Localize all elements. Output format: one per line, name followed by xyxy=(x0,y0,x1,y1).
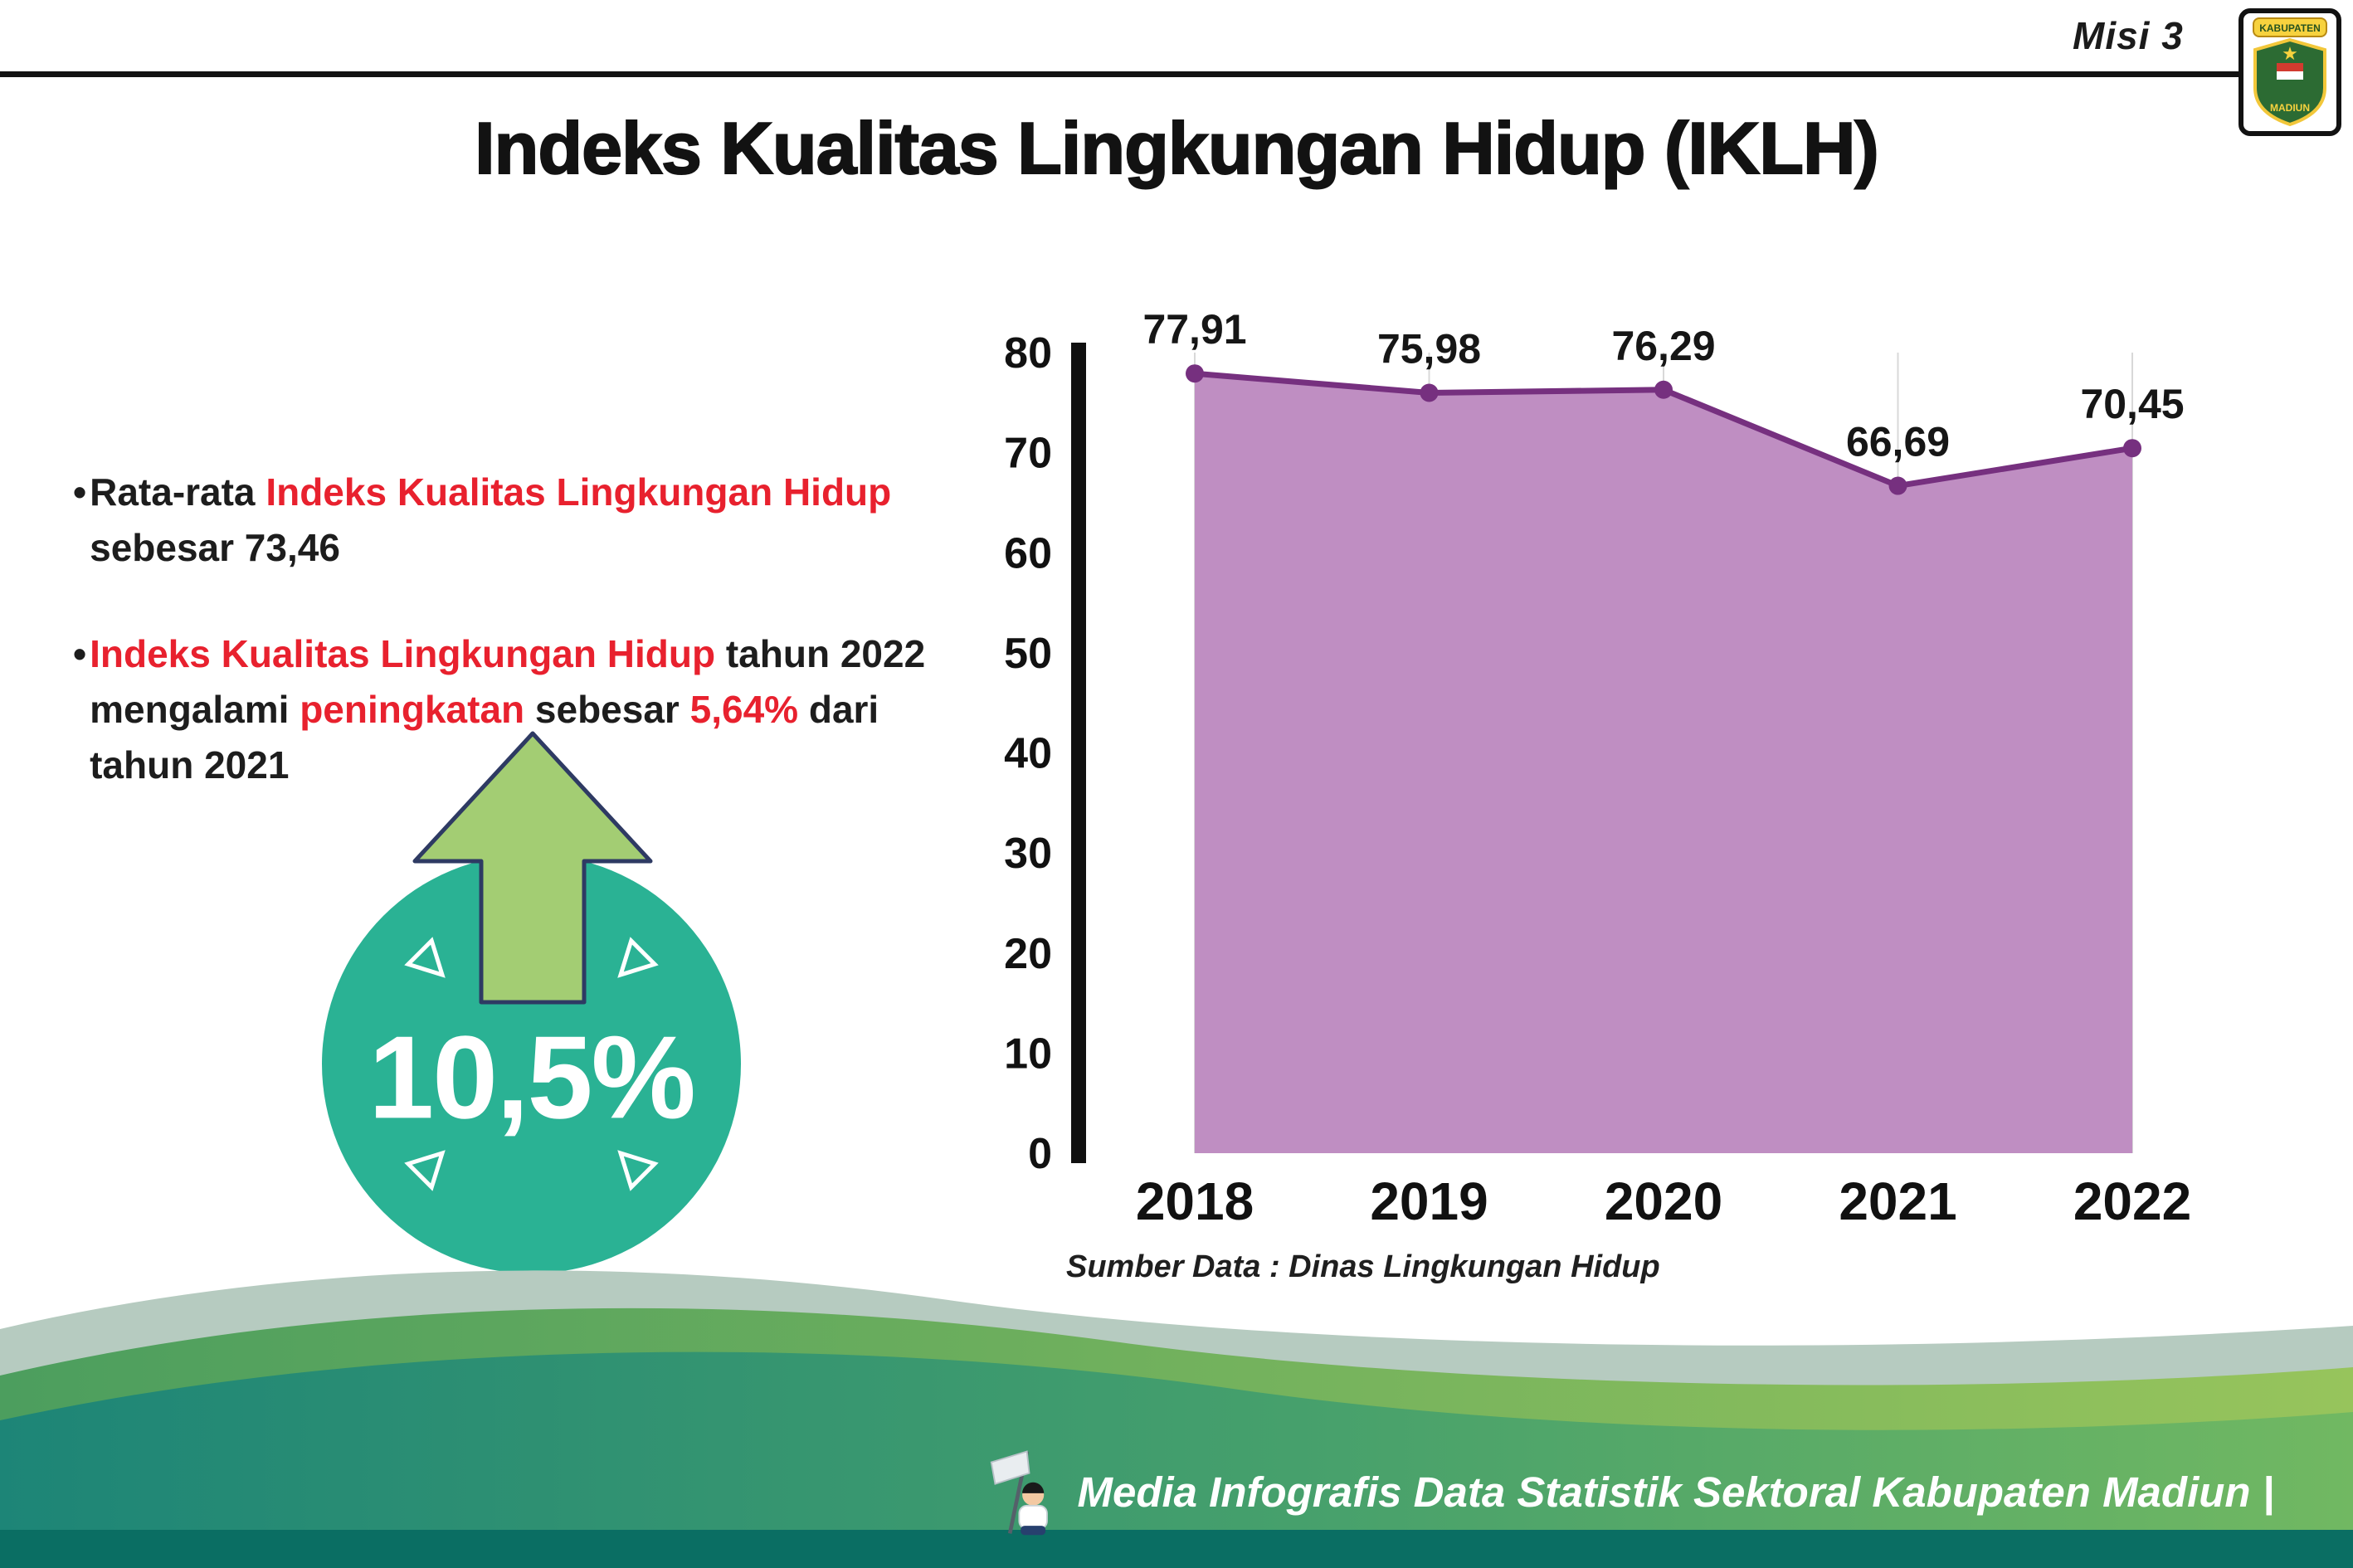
y-axis xyxy=(1071,343,1086,1163)
bullet-marker: • xyxy=(73,632,87,676)
tick-triangle-icon xyxy=(404,1150,446,1191)
data-label: 76,29 xyxy=(1611,323,1715,369)
text-segment: 5,64% xyxy=(689,688,799,732)
data-point xyxy=(1888,476,1907,495)
x-axis-label: 2019 xyxy=(1370,1171,1488,1231)
bullet-text: Rata-rata Indeks Kualitas Lingkungan Hid… xyxy=(90,465,977,575)
crest-shield xyxy=(2253,37,2326,127)
area-fill xyxy=(1195,373,2132,1153)
tick-triangle-icon xyxy=(617,1150,659,1191)
misi-label: Misi 3 xyxy=(2073,14,2184,57)
x-axis-label: 2020 xyxy=(1605,1171,1722,1231)
data-point xyxy=(1654,380,1673,399)
summary-bullets: • Rata-rata Indeks Kualitas Lingkungan H… xyxy=(73,465,977,844)
bullet-increase-2022: • Indeks Kualitas Lingkungan Hidup tahun… xyxy=(73,626,977,792)
text-segment: Indeks Kualitas Lingkungan Hidup xyxy=(266,470,892,514)
up-arrow-icon xyxy=(412,731,653,1005)
mascot-flag xyxy=(991,1450,1030,1485)
text-segment: tahun 2022 mengalami xyxy=(90,632,926,732)
mascot-icon xyxy=(991,1450,1049,1536)
data-point xyxy=(2123,439,2141,458)
text-segment: peningkatan xyxy=(300,688,525,732)
tick-triangle-icon xyxy=(404,937,446,978)
bullet-marker: • xyxy=(73,470,87,514)
y-tick-label: 80 xyxy=(1004,329,1052,377)
y-tick-label: 30 xyxy=(1004,830,1052,878)
crest-flag-white xyxy=(2277,71,2303,80)
y-tick-label: 10 xyxy=(1004,1030,1052,1078)
crest-star-icon: ★ xyxy=(2282,43,2298,64)
text-segment: Indeks Kualitas Lingkungan Hidup xyxy=(90,632,716,676)
bullet-average-iklh: • Rata-rata Indeks Kualitas Lingkungan H… xyxy=(73,465,977,575)
crest-top-text: KABUPATEN xyxy=(2259,22,2321,34)
x-axis-label: 2022 xyxy=(2073,1171,2191,1231)
text-segment: dari tahun 2021 xyxy=(90,688,879,786)
page-title: Indeks Kualitas Lingkungan Hidup (IKLH) xyxy=(474,106,1880,190)
text-segment: Rata-rata xyxy=(90,470,266,514)
crest-flag-red xyxy=(2277,63,2303,71)
header-rule xyxy=(0,71,2239,77)
tick-triangle-icon xyxy=(617,937,659,978)
y-tick-label: 40 xyxy=(1004,730,1052,778)
data-label: 77,91 xyxy=(1142,306,1246,353)
kabupaten-madiun-logo: KABUPATEN ★ MADIUN xyxy=(2239,8,2341,136)
up-arrow-shape xyxy=(412,731,653,1005)
mascot-body xyxy=(1018,1504,1049,1530)
y-tick-label: 50 xyxy=(1004,630,1052,678)
footer-text: Media Infografis Data Statistik Sektoral… xyxy=(1077,1468,2274,1516)
mascot-hair xyxy=(1022,1482,1045,1493)
badge-tick-marks xyxy=(404,937,659,1191)
wave-teal-main xyxy=(0,1351,2353,1568)
footer-wave-decoration xyxy=(0,1270,2353,1568)
y-tick-label: 20 xyxy=(1004,930,1052,978)
y-tick-label: 70 xyxy=(1004,430,1052,478)
text-segment: sebesar xyxy=(524,688,690,732)
x-axis-label: 2021 xyxy=(1839,1171,1956,1231)
text-segment: sebesar 73,46 xyxy=(90,525,340,569)
data-label: 70,45 xyxy=(2080,381,2184,427)
footer-credit: Media Infografis Data Statistik Sektoral… xyxy=(978,1445,2274,1538)
crest-banner-top xyxy=(2253,17,2327,37)
footer-bottom-strip xyxy=(0,1530,2353,1568)
data-point xyxy=(1186,364,1204,383)
source-note: Sumber Data : Dinas Lingkungan Hidup xyxy=(1066,1249,1660,1284)
x-axis-label: 2018 xyxy=(1136,1171,1254,1231)
iklh-area-chart: 0 10 20 30 40 50 60 70 80 77,91 2018 75,98 2019 76,29… xyxy=(1004,306,2191,1231)
mascot-pants xyxy=(1021,1526,1046,1536)
crest-bottom-text: MADIUN xyxy=(2270,102,2310,114)
y-tick-label: 0 xyxy=(1028,1130,1052,1178)
y-tick-label: 60 xyxy=(1004,529,1052,577)
data-point xyxy=(1420,383,1439,402)
badge-percentage: 10,5% xyxy=(368,1010,696,1143)
bullet-text: Indeks Kualitas Lingkungan Hidup tahun 2… xyxy=(90,626,977,792)
data-label: 75,98 xyxy=(1377,325,1481,372)
crest-icon: KABUPATEN ★ MADIUN xyxy=(2253,17,2327,127)
data-label: 66,69 xyxy=(1846,419,1950,465)
